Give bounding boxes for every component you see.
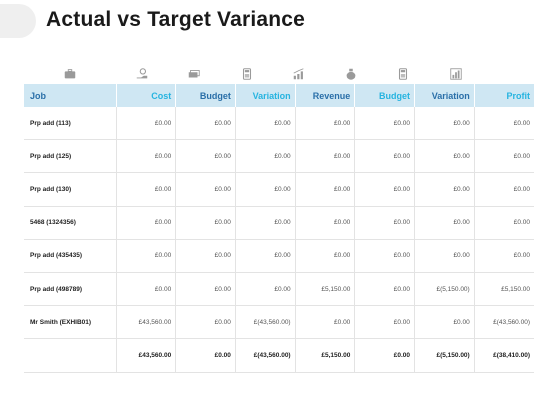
value-cell: £0.00 [414, 107, 475, 141]
hand-coin-icon [136, 68, 148, 79]
total-cell: £(38,410.00) [474, 338, 534, 373]
value-cell: £0.00 [235, 239, 296, 273]
totals-label-cell [24, 338, 117, 373]
value-cell: £0.00 [116, 139, 177, 174]
value-cell: £0.00 [295, 172, 356, 207]
table-row[interactable]: Prp add (435435) £0.00 £0.00 £0.00 £0.00… [24, 239, 534, 273]
value-cell: £0.00 [414, 239, 475, 273]
column-header-revenue[interactable]: Revenue [295, 84, 356, 107]
bar-growth-icon [293, 68, 304, 80]
value-cell: £0.00 [354, 172, 416, 207]
value-cell: £0.00 [235, 172, 296, 207]
job-cell: Prp add (113) [24, 107, 117, 141]
table-header-row: Job Cost Budget Variation Revenue Budget… [24, 84, 534, 107]
decorative-tab [0, 4, 36, 38]
value-cell: £0.00 [116, 172, 177, 207]
value-cell: £0.00 [474, 139, 534, 174]
job-cell: Prp add (130) [24, 172, 117, 207]
job-cell: Prp add (435435) [24, 239, 117, 273]
bar-chart-icon [449, 68, 462, 80]
value-cell: £(43,560.00) [474, 305, 534, 340]
column-header-budget[interactable]: Budget [175, 84, 236, 107]
value-cell: £0.00 [295, 107, 356, 141]
value-cell: £0.00 [474, 107, 534, 141]
column-header-variation-2[interactable]: Variation [414, 84, 475, 107]
variance-table: Job Cost Budget Variation Revenue Budget… [24, 84, 534, 373]
total-cell: £0.00 [175, 338, 236, 373]
column-header-budget-2[interactable]: Budget [354, 84, 416, 107]
value-cell: £0.00 [235, 139, 296, 174]
job-cell: 5468 (1324356) [24, 206, 117, 240]
job-cell: Prp add (125) [24, 139, 117, 174]
value-cell: £0.00 [474, 239, 534, 273]
value-cell: £0.00 [354, 272, 416, 307]
column-header-variation[interactable]: Variation [235, 84, 296, 107]
total-cell: £0.00 [354, 338, 416, 373]
value-cell: £0.00 [295, 206, 356, 240]
value-cell: £0.00 [235, 107, 296, 141]
value-cell: £0.00 [175, 172, 236, 207]
calculator-icon [399, 68, 408, 80]
page-title: Actual vs Target Variance [46, 8, 306, 31]
table-row[interactable]: Prp add (130) £0.00 £0.00 £0.00 £0.00 £0… [24, 172, 534, 207]
job-cell: Mr Smith (EXHIB01) [24, 305, 117, 340]
value-cell: £0.00 [354, 139, 416, 174]
table-row[interactable]: Prp add (498789) £0.00 £0.00 £0.00 £5,15… [24, 272, 534, 307]
value-cell: £0.00 [414, 206, 475, 240]
money-bag-icon [346, 68, 356, 80]
value-cell: £0.00 [116, 107, 177, 141]
total-cell: £(43,560.00) [235, 338, 296, 373]
calculator-icon [242, 68, 251, 80]
value-cell: £0.00 [175, 305, 236, 340]
total-cell: £5,150.00 [295, 338, 356, 373]
value-cell: £0.00 [235, 206, 296, 240]
value-cell: £0.00 [175, 239, 236, 273]
column-header-profit[interactable]: Profit [474, 84, 534, 107]
value-cell: £0.00 [116, 206, 177, 240]
value-cell: £0.00 [175, 107, 236, 141]
value-cell: £5,150.00 [474, 272, 534, 307]
totals-row: £43,560.00 £0.00 £(43,560.00) £5,150.00 … [24, 338, 534, 373]
value-cell: £0.00 [354, 305, 416, 340]
value-cell: £0.00 [175, 272, 236, 307]
column-header-job[interactable]: Job [24, 84, 117, 107]
value-cell: £(43,560.00) [235, 305, 296, 340]
job-cell: Prp add (498789) [24, 272, 117, 307]
value-cell: £0.00 [175, 139, 236, 174]
table-row[interactable]: Mr Smith (EXHIB01) £43,560.00 £0.00 £(43… [24, 305, 534, 340]
value-cell: £0.00 [295, 305, 356, 340]
value-cell: £0.00 [354, 239, 416, 273]
value-cell: £0.00 [175, 206, 236, 240]
icon-row [24, 64, 534, 84]
value-cell: £0.00 [414, 305, 475, 340]
value-cell: £0.00 [414, 139, 475, 174]
value-cell: £0.00 [354, 107, 416, 141]
value-cell: £0.00 [116, 272, 177, 307]
column-header-cost[interactable]: Cost [116, 84, 177, 107]
total-cell: £(5,150.00) [414, 338, 475, 373]
table-row[interactable]: Prp add (125) £0.00 £0.00 £0.00 £0.00 £0… [24, 139, 534, 174]
total-cell: £43,560.00 [116, 338, 177, 373]
value-cell: £0.00 [414, 172, 475, 207]
table-row[interactable]: 5468 (1324356) £0.00 £0.00 £0.00 £0.00 £… [24, 206, 534, 240]
value-cell: £0.00 [474, 172, 534, 207]
value-cell: £0.00 [295, 139, 356, 174]
value-cell: £0.00 [354, 206, 416, 240]
value-cell: £43,560.00 [116, 305, 177, 340]
value-cell: £0.00 [295, 239, 356, 273]
value-cell: £(5,150.00) [414, 272, 475, 307]
table-row[interactable]: Prp add (113) £0.00 £0.00 £0.00 £0.00 £0… [24, 107, 534, 141]
value-cell: £5,150.00 [295, 272, 356, 307]
money-stack-icon [189, 70, 201, 78]
value-cell: £0.00 [474, 206, 534, 240]
briefcase-icon [64, 69, 76, 79]
value-cell: £0.00 [116, 239, 177, 273]
value-cell: £0.00 [235, 272, 296, 307]
